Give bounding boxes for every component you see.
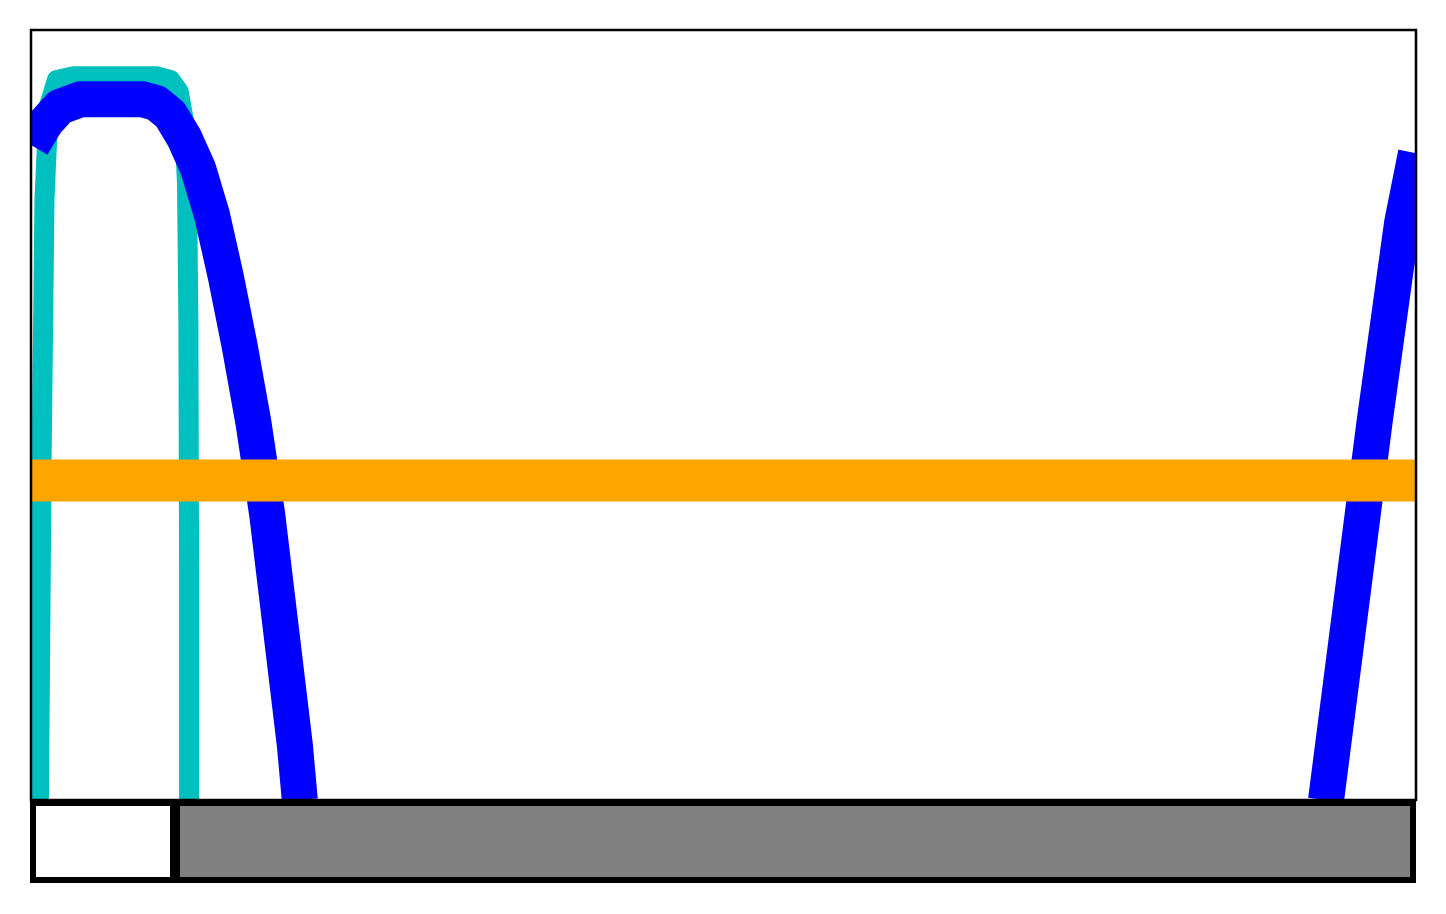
progress-bar [30, 800, 1416, 883]
progress-track [33, 803, 1413, 880]
progress-fill [33, 803, 171, 880]
series-layer [32, 66, 1416, 800]
series-line-2 [32, 81, 318, 800]
progress-border [30, 800, 1416, 883]
series-line-1 [32, 66, 200, 800]
